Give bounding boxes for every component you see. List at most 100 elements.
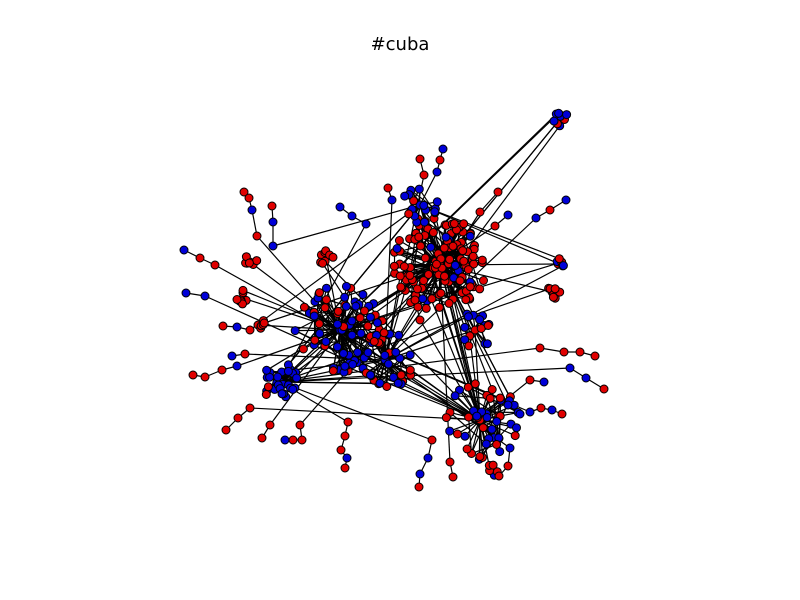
graph-node-red bbox=[494, 471, 504, 481]
graph-node-blue bbox=[441, 232, 451, 242]
graph-edge bbox=[279, 347, 541, 383]
graph-node-blue bbox=[339, 349, 348, 358]
graph-node-blue bbox=[290, 326, 300, 336]
graph-node-red bbox=[453, 429, 462, 439]
graph-node-red bbox=[360, 306, 369, 316]
graph-edge bbox=[384, 264, 441, 361]
graph-node-red bbox=[363, 321, 373, 331]
graph-node-blue bbox=[414, 184, 424, 194]
graph-node-red bbox=[554, 254, 564, 264]
graph-node-red bbox=[404, 209, 414, 219]
graph-node-red bbox=[394, 236, 404, 245]
graph-node-blue bbox=[394, 330, 404, 340]
graph-node-red bbox=[410, 295, 420, 305]
graph-node-red bbox=[525, 375, 535, 385]
graph-node-red bbox=[315, 288, 324, 298]
graph-edge bbox=[474, 329, 481, 421]
graph-node-blue bbox=[492, 417, 502, 426]
graph-node-red bbox=[261, 390, 271, 399]
graph-node-red bbox=[244, 258, 254, 268]
graph-node-red bbox=[195, 253, 205, 263]
graph-node-red bbox=[459, 219, 469, 229]
graph-node-red bbox=[599, 384, 609, 394]
graph-node-red bbox=[240, 349, 250, 359]
graph-node-red bbox=[415, 315, 425, 325]
graph-node-blue bbox=[179, 245, 189, 255]
graph-node-red bbox=[445, 254, 455, 264]
graph-node-blue bbox=[432, 197, 442, 207]
graph-node-red bbox=[396, 370, 406, 380]
graph-node-red bbox=[369, 337, 379, 346]
graph-edge bbox=[256, 235, 341, 331]
graph-node-red bbox=[321, 295, 331, 305]
graph-node-blue bbox=[450, 391, 460, 401]
graph-node-blue bbox=[348, 359, 358, 369]
graph-node-red bbox=[487, 385, 497, 394]
graph-node-blue bbox=[562, 110, 572, 120]
graph-node-red bbox=[434, 302, 444, 312]
graph-node-red bbox=[233, 413, 243, 423]
graph-node-blue bbox=[445, 426, 455, 436]
graph-edge bbox=[384, 359, 511, 449]
graph-node-red bbox=[536, 403, 546, 413]
graph-node-red bbox=[295, 420, 305, 430]
graph-node-red bbox=[414, 482, 424, 492]
graph-edge bbox=[419, 171, 438, 206]
graph-node-blue bbox=[415, 469, 425, 479]
graph-node-blue bbox=[405, 350, 415, 360]
graph-node-red bbox=[493, 187, 503, 197]
graph-node-red bbox=[420, 253, 430, 263]
graph-node-red bbox=[459, 256, 469, 266]
graph-node-red bbox=[465, 282, 475, 292]
graph-node-red bbox=[298, 344, 308, 354]
graph-node-blue bbox=[565, 363, 575, 373]
graph-node-red bbox=[478, 423, 488, 433]
graph-node-red bbox=[414, 232, 424, 242]
graph-node-blue bbox=[561, 195, 571, 205]
graph-node-blue bbox=[426, 242, 436, 252]
graph-node-blue bbox=[340, 361, 350, 371]
graph-node-red bbox=[297, 435, 307, 445]
graph-node-blue bbox=[351, 301, 361, 311]
graph-node-blue bbox=[387, 195, 397, 205]
graph-node-blue bbox=[512, 423, 521, 433]
graph-node-red bbox=[441, 413, 451, 423]
graph-node-red bbox=[416, 241, 426, 251]
graph-node-blue bbox=[277, 389, 287, 399]
graph-node-red bbox=[575, 347, 585, 357]
graph-node-red bbox=[545, 205, 555, 215]
graph-node-blue bbox=[232, 361, 242, 371]
graph-node-red bbox=[432, 259, 441, 269]
graph-node-blue bbox=[384, 359, 393, 369]
graph-node-blue bbox=[309, 311, 319, 321]
graph-node-blue bbox=[487, 424, 497, 434]
graph-node-red bbox=[419, 170, 429, 180]
graph-node-blue bbox=[363, 348, 373, 357]
graph-node-blue bbox=[353, 347, 363, 357]
graph-node-blue bbox=[332, 342, 342, 352]
graph-node-blue bbox=[347, 316, 357, 326]
graph-node-blue bbox=[503, 210, 513, 220]
graph-node-blue bbox=[232, 322, 242, 332]
graph-node-blue bbox=[389, 372, 398, 382]
graph-node-blue bbox=[472, 411, 482, 421]
graph-edge bbox=[339, 286, 471, 331]
graph-node-red bbox=[475, 284, 485, 294]
graph-node-red bbox=[218, 321, 228, 331]
graph-node-red bbox=[427, 294, 437, 304]
graph-node-red bbox=[412, 284, 422, 294]
graph-node-red bbox=[265, 420, 275, 430]
graph-node-blue bbox=[356, 328, 366, 338]
graph-node-blue bbox=[335, 202, 345, 212]
graph-node-red bbox=[328, 252, 338, 262]
graph-node-blue bbox=[531, 213, 541, 223]
graph-node-red bbox=[427, 435, 437, 445]
graph-node-blue bbox=[181, 288, 191, 298]
graph-node-blue bbox=[247, 205, 257, 215]
graph-node-blue bbox=[547, 405, 557, 415]
graph-node-blue bbox=[460, 322, 470, 332]
graph-node-red bbox=[188, 370, 198, 380]
graph-node-red bbox=[444, 298, 454, 308]
graph-edge bbox=[449, 411, 487, 445]
